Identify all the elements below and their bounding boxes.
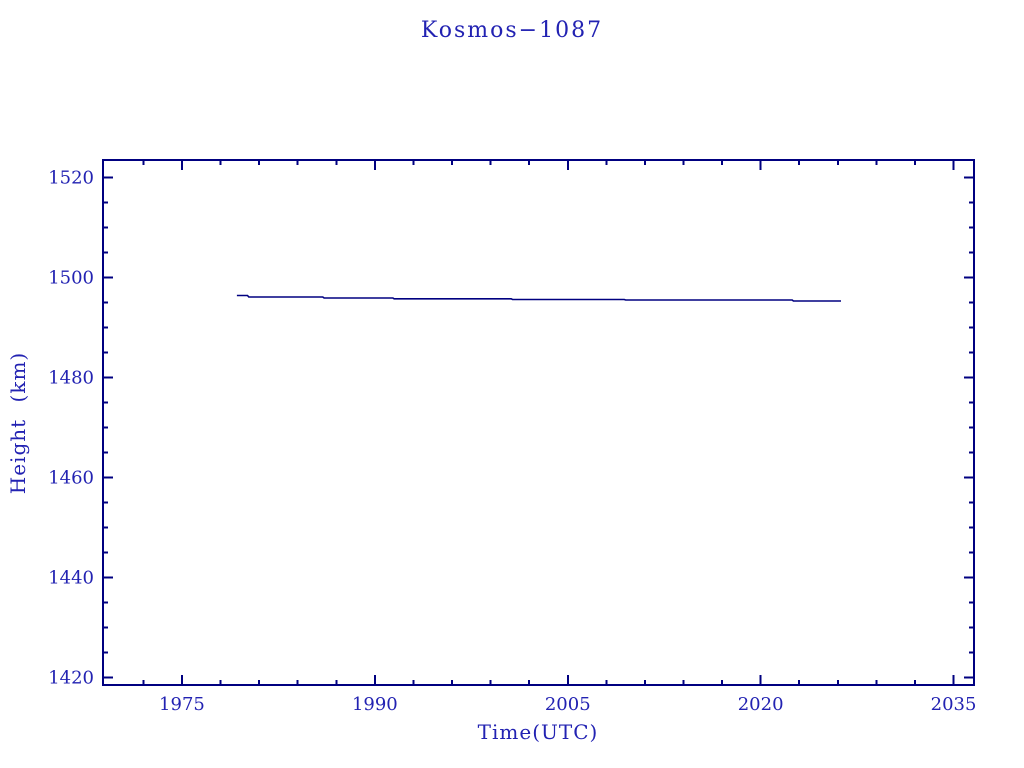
y-tick-label: 1520 — [48, 168, 94, 189]
y-tick-label: 1460 — [48, 468, 94, 489]
y-tick-label: 1420 — [48, 668, 94, 689]
x-tick-label: 1975 — [159, 694, 205, 715]
y-tick-label: 1440 — [48, 568, 94, 589]
data-series — [236, 294, 841, 302]
x-tick-label: 2005 — [545, 694, 591, 715]
plot-border — [102, 159, 975, 686]
y-tick-label: 1500 — [48, 268, 94, 289]
chart-title: Kosmos−1087 — [421, 18, 603, 43]
x-tick-label: 2020 — [738, 694, 784, 715]
y-axis-label: Height (km) — [6, 352, 30, 494]
height-line — [236, 294, 841, 302]
x-tick-label: 1990 — [352, 694, 398, 715]
axis-tick-labels: 1975 1990 2005 2020 2035 1420 1440 1460 1480 1500… — [48, 168, 976, 716]
axis-ticks — [103, 160, 974, 685]
y-tick-label: 1480 — [48, 368, 94, 389]
plot-frame — [102, 159, 975, 686]
x-axis-label: Time(UTC) — [478, 720, 599, 744]
x-tick-label: 2035 — [931, 694, 977, 715]
